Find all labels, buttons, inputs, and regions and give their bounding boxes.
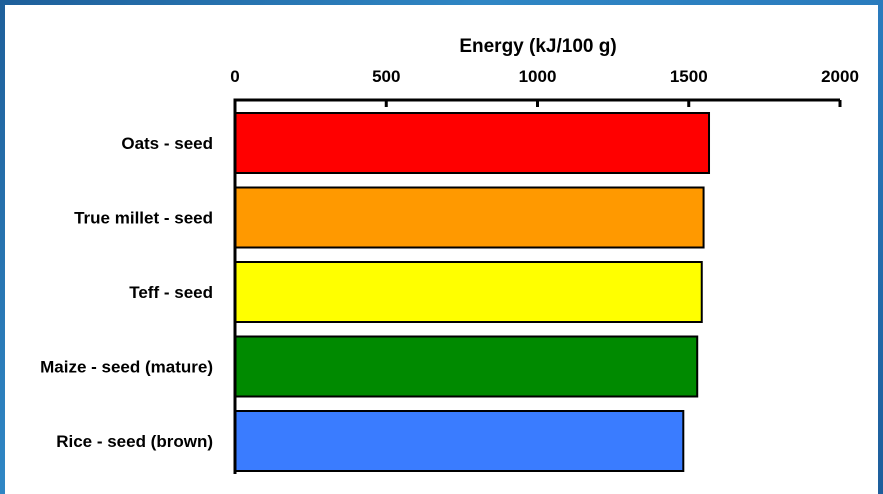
category-label: Teff - seed — [129, 283, 213, 302]
x-axis-title: Energy (kJ/100 g) — [459, 36, 616, 57]
bar — [234, 186, 705, 249]
category-label: True millet - seed — [74, 209, 213, 228]
bar — [234, 410, 685, 472]
category-labels: Oats - seed True millet - seed Teff - seed… — [40, 134, 213, 451]
x-tick-label: 1000 — [519, 67, 557, 86]
x-tick-label: 0 — [230, 67, 239, 86]
bars — [234, 112, 711, 472]
x-tick-label: 2000 — [821, 67, 859, 86]
bar — [234, 261, 703, 323]
category-label: Maize - seed (mature) — [40, 358, 213, 377]
bar — [234, 335, 699, 398]
x-tick-label: 1500 — [670, 67, 708, 86]
bar — [234, 112, 711, 174]
category-label: Rice - seed (brown) — [56, 432, 213, 451]
x-tick-label: 500 — [372, 67, 400, 86]
category-label: Oats - seed — [121, 134, 213, 153]
